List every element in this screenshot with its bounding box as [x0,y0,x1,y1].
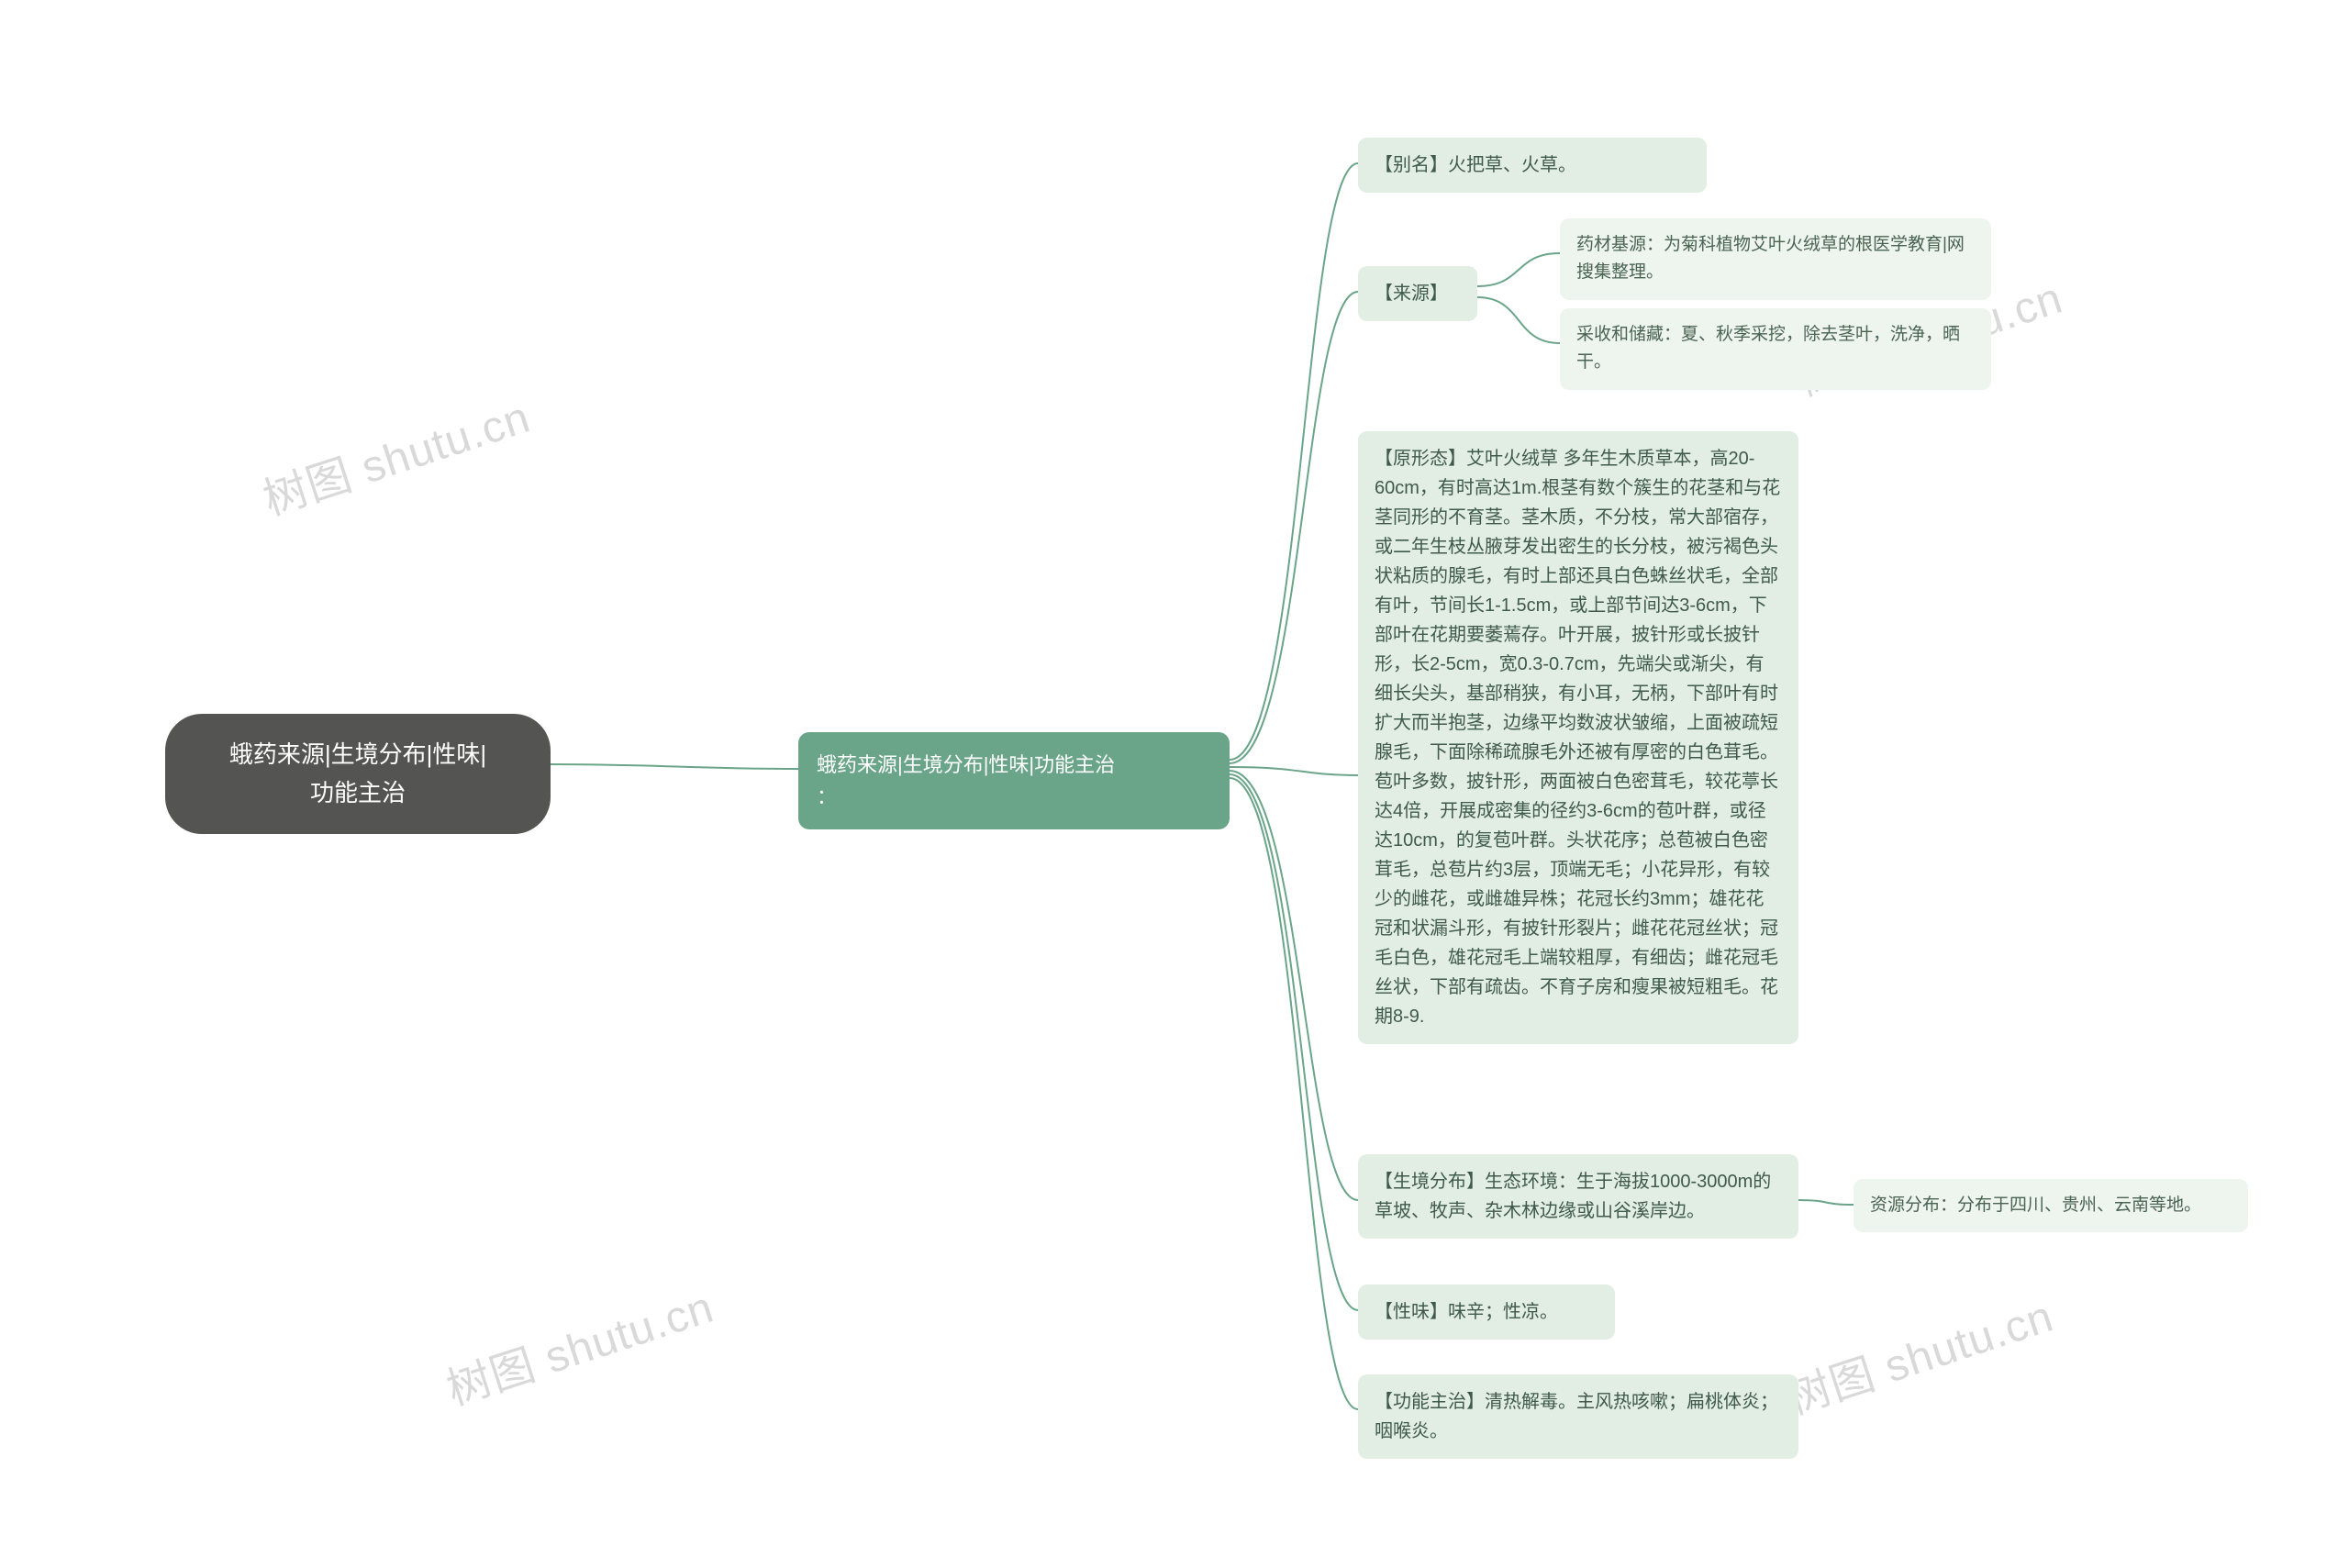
edge-hub-taste [1230,774,1358,1310]
node-habitat: 【生境分布】生态环境：生于海拔1000-3000m的草坡、牧声、杂木林边缘或山谷… [1358,1154,1798,1239]
hub-node: 蛾药来源|生境分布|性味|功能主治 ： [798,732,1230,829]
hub-line1: 蛾药来源|生境分布|性味|功能主治 [817,753,1115,776]
node-habitat-sub: 资源分布：分布于四川、贵州、云南等地。 [1854,1179,2248,1232]
watermark-3: 树图 shutu.cn [438,1271,721,1418]
watermark-4: 树图 shutu.cn [1777,1280,2061,1427]
root-line1: 蛾药来源|生境分布|性味| [195,736,521,774]
edge-habitat-sub [1798,1200,1854,1205]
edge-root-hub [551,764,798,769]
root-node: 蛾药来源|生境分布|性味| 功能主治 [165,714,551,834]
node-source-b: 采收和储藏：夏、秋季采挖，除去茎叶，洗净，晒干。 [1560,308,1991,390]
edge-hub-habitat [1230,771,1358,1200]
edge-hub-function [1230,778,1358,1409]
edge-source-b [1477,297,1560,343]
edge-hub-alias [1230,163,1358,760]
node-source-a: 药材基源：为菊科植物艾叶火绒草的根医学教育|网搜集整理。 [1560,218,1991,300]
diagram-canvas: 树图 shutu.cn 树图 shutu.cn 树图 shutu.cn 树图 s… [0,0,2349,1568]
hub-line2: ： [817,785,837,808]
node-source-label: 【来源】 [1358,266,1477,321]
root-line2: 功能主治 [195,774,521,813]
node-function: 【功能主治】清热解毒。主风热咳嗽；扁桃体炎；咽喉炎。 [1358,1374,1798,1459]
node-taste: 【性味】味辛；性凉。 [1358,1284,1615,1340]
node-alias: 【别名】火把草、火草。 [1358,138,1707,193]
edge-hub-morph [1230,767,1358,775]
edge-hub-source [1230,292,1358,763]
watermark-1: 树图 shutu.cn [254,381,538,528]
edge-source-a [1477,253,1560,286]
node-morph: 【原形态】艾叶火绒草 多年生木质草本，高20-60cm，有时高达1m.根茎有数个… [1358,431,1798,1044]
